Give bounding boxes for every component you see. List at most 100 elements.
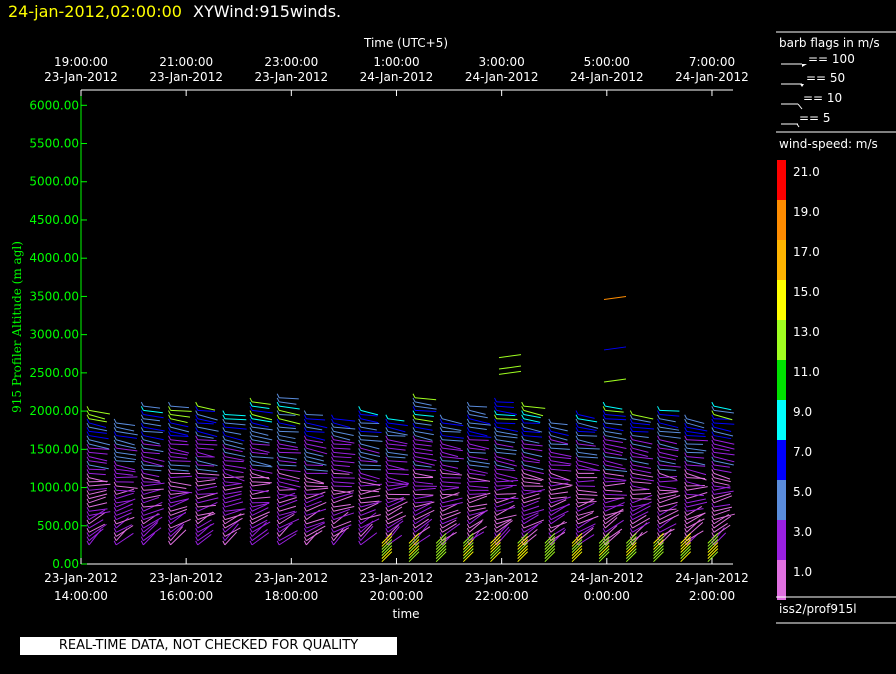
wind-barb-flag — [249, 452, 253, 457]
wind-barb-flag — [140, 507, 144, 512]
wind-barb-flag — [113, 431, 117, 436]
wind-barb-flag — [657, 418, 660, 424]
wind-barb-flag — [222, 536, 226, 541]
wind-barb-flag — [113, 460, 117, 466]
wind-barb-flag — [521, 532, 525, 537]
wind-barb-flag — [249, 490, 253, 495]
wind-barb — [414, 456, 437, 462]
wind-barb-flag — [684, 528, 688, 533]
wind-barb-flag — [684, 481, 688, 487]
wind-barb-flag — [249, 410, 253, 415]
wind-barb — [435, 536, 447, 547]
wind-barb-flag — [385, 418, 389, 424]
wind-barb — [659, 495, 681, 504]
wind-barb — [496, 523, 509, 537]
wind-barb-flag — [140, 511, 144, 516]
wind-barb — [170, 506, 188, 512]
wind-barb — [143, 488, 164, 491]
wind-barb — [659, 532, 672, 546]
wind-barb — [469, 460, 490, 465]
wind-barb — [523, 430, 541, 433]
wind-barb-flag — [684, 439, 688, 445]
wind-barb — [251, 456, 274, 459]
wind-barb-flag — [276, 511, 280, 516]
wind-barb — [442, 426, 462, 432]
wind-barb-flag — [548, 498, 552, 504]
wind-barb-flag — [412, 523, 416, 529]
wind-barb — [605, 464, 626, 470]
wind-barb — [387, 534, 403, 546]
wind-barb — [414, 401, 432, 406]
wind-barb-flag — [331, 507, 334, 512]
wind-barb-flag — [466, 406, 470, 411]
wind-barb-flag — [602, 473, 606, 478]
wind-barb — [279, 485, 297, 491]
wind-barb-flag — [412, 427, 416, 432]
wind-barb-flag — [168, 418, 171, 424]
wind-barb — [462, 536, 474, 547]
wind-barb-flag — [168, 540, 171, 546]
wind-barb — [360, 518, 380, 529]
wind-barb — [116, 464, 135, 471]
wind-barb — [523, 509, 545, 516]
wind-barb — [251, 464, 273, 468]
top-tick-date: 24-Jan-2012 — [360, 70, 434, 84]
wind-barb-flag — [276, 494, 280, 499]
wind-barb — [469, 477, 491, 482]
wind-barb-flag — [494, 486, 497, 491]
wind-barb-flag — [249, 418, 253, 424]
wind-barb-flag — [602, 523, 606, 529]
wind-barb — [686, 447, 707, 452]
wind-barb-flag — [249, 486, 253, 491]
wind-barb — [387, 518, 403, 529]
wind-barb — [197, 409, 216, 413]
wind-barb-flag — [222, 511, 226, 516]
wind-barb-flag — [629, 452, 633, 457]
wind-barb — [360, 414, 378, 417]
wind-barb — [414, 500, 433, 504]
barb-legend-item-100: == 100 — [781, 52, 855, 67]
wind-barb — [523, 409, 544, 417]
wind-barb-flag — [439, 464, 443, 470]
wind-barb-flag — [140, 519, 144, 525]
wind-barb — [496, 405, 514, 408]
wind-barb — [605, 435, 627, 441]
wind-barb-flag — [249, 427, 253, 432]
wind-barb — [713, 460, 734, 466]
wind-barb — [544, 545, 556, 556]
wind-barb — [496, 422, 516, 425]
wind-barb — [544, 533, 556, 544]
wind-barb — [625, 551, 637, 563]
wind-barb — [197, 451, 215, 458]
wind-barb-flag — [521, 439, 525, 445]
wind-barb-flag — [711, 414, 715, 419]
wind-barb-flag — [249, 536, 253, 541]
wind-barb-flag — [412, 448, 416, 453]
wind-barb-flag — [684, 511, 688, 516]
wind-barb-flag — [602, 443, 606, 449]
wind-barb-flag — [494, 464, 497, 470]
wind-barb — [707, 548, 719, 560]
wind-barb-flag — [140, 401, 144, 407]
wind-barb-flag — [303, 464, 307, 470]
wind-barb — [632, 468, 652, 474]
wind-barb — [279, 447, 299, 451]
wind-barb — [387, 460, 408, 463]
wind-barb — [598, 539, 610, 550]
wind-barb-flag — [358, 502, 362, 508]
wind-barb-flag — [629, 519, 633, 525]
wind-barb-flag — [249, 494, 253, 499]
wind-barb-flag — [276, 422, 280, 428]
wind-barb — [387, 430, 408, 436]
top-tick-time: 5:00:00 — [584, 55, 630, 69]
wind-barb-flag — [331, 515, 334, 520]
wind-barb — [251, 521, 271, 533]
wind-barb — [251, 439, 270, 444]
wind-barb-flag — [303, 460, 307, 466]
wind-barb-flag — [385, 490, 389, 495]
wind-barb — [577, 523, 596, 533]
wind-barb-flag — [657, 532, 660, 537]
wind-barb — [577, 460, 599, 467]
wind-barb-flag — [358, 435, 362, 440]
bottom-tick-date: 23-Jan-2012 — [44, 571, 118, 585]
